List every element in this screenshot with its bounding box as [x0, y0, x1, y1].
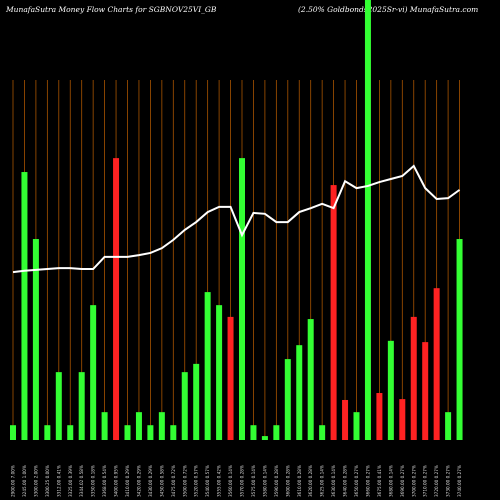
x-tick-label: 3475.00 0.72% [171, 465, 176, 497]
x-tick-label: 3650.00 0.27% [354, 465, 359, 497]
chart-title: MunafaSutra Money Flow Charts for SGBNOV… [5, 5, 217, 14]
x-tick-label: 3245.00 1.00% [22, 465, 27, 497]
bar [135, 412, 142, 440]
bar [124, 425, 131, 440]
price-line [12, 164, 461, 274]
bar [90, 305, 97, 440]
x-tick-label: 3555.00 0.42% [217, 465, 222, 497]
bar [353, 412, 360, 440]
x-tick-label: 3420.00 0.29% [136, 465, 141, 497]
bar [204, 292, 211, 440]
bar [158, 412, 165, 440]
bar [101, 412, 108, 440]
bar [376, 393, 383, 440]
bar [55, 372, 62, 440]
x-tick-label: 3350.00 0.18% [91, 465, 96, 497]
bar [239, 158, 245, 440]
x-tick-label: 3710.00 0.27% [423, 465, 428, 497]
x-tick-label: 3450.00 0.58% [159, 465, 164, 497]
bar [399, 399, 406, 440]
x-tick-label: 3640.00 0.28% [343, 465, 348, 497]
x-tick-label: 3400.00 0.95% [114, 465, 119, 497]
x-tick-label: 2900.00 7.00% [11, 465, 16, 497]
bar [433, 288, 440, 440]
x-tick-label: 3520.00 0.57% [194, 465, 199, 497]
x-tick-label: 3540.00 0.57% [205, 465, 210, 497]
bar [78, 372, 85, 440]
bar [181, 372, 188, 440]
x-tick-label: 3740.00 0.27% [457, 465, 462, 497]
bar [21, 172, 28, 441]
x-tick-label: 3660.00 0.27% [365, 465, 370, 497]
x-tick-label: 3700.00 0.27% [411, 465, 416, 497]
bar [296, 345, 303, 440]
x-tick-label: 3610.00 0.28% [297, 465, 302, 497]
bar [330, 185, 337, 440]
chart-subtitle: (2.50% Goldbonds2025Sr-vi) MunafaSutra.c… [298, 5, 478, 14]
bar [387, 340, 394, 440]
bar [261, 436, 268, 440]
x-tick-label: 3430.00 0.29% [148, 465, 153, 497]
bar [250, 425, 257, 440]
bar [147, 425, 154, 440]
x-tick-label: 3368.00 0.54% [102, 465, 107, 497]
bar [273, 425, 280, 440]
bar [410, 316, 417, 440]
x-tick-label: 3625.00 0.14% [320, 465, 325, 497]
x-tick-label: 3690.00 0.27% [400, 465, 405, 497]
bar [10, 425, 16, 440]
bar [216, 305, 223, 440]
bar [44, 425, 51, 440]
x-tick-label: 3720.00 0.27% [434, 465, 439, 497]
x-tick-label: 3570.00 0.28% [240, 465, 245, 497]
bar [364, 0, 371, 441]
x-tick-label: 3344.02 0.58% [79, 465, 84, 497]
bar [445, 412, 452, 440]
bar [113, 158, 120, 440]
x-tick-label: 3312.00 0.41% [56, 465, 61, 497]
x-tick-label: 3300.25 0.00% [45, 465, 50, 497]
bar [32, 239, 39, 440]
x-tick-label: 3620.00 0.28% [308, 465, 313, 497]
bar [342, 399, 349, 440]
x-tick-label: 3410.00 0.29% [125, 465, 130, 497]
x-tick-label: 3325.00 0.39% [68, 465, 73, 497]
bar [67, 425, 74, 440]
bar [319, 425, 326, 440]
x-tick-label: 3575.00 0.14% [251, 465, 256, 497]
bar [307, 319, 314, 440]
x-tick-label: 3630.00 0.14% [331, 465, 336, 497]
x-tick-label: 3300.00 2.00% [33, 465, 38, 497]
x-tick-label: 3680.00 0.14% [388, 465, 393, 497]
bar [422, 342, 429, 440]
x-tick-label: 3560.00 0.14% [228, 465, 233, 497]
x-tick-label: 3600.00 0.28% [285, 465, 290, 497]
bar [227, 316, 234, 440]
x-tick-label: 3675.00 0.41% [377, 465, 382, 497]
x-tick-label: 3590.00 0.28% [274, 465, 279, 497]
x-tick-label: 3500.00 0.72% [182, 465, 187, 497]
bar [193, 363, 200, 440]
bar [170, 425, 177, 440]
x-tick-label: 3730.00 0.27% [446, 465, 451, 497]
bar [284, 359, 291, 440]
bar [456, 239, 463, 440]
x-tick-label: 3580.00 0.14% [262, 465, 267, 497]
